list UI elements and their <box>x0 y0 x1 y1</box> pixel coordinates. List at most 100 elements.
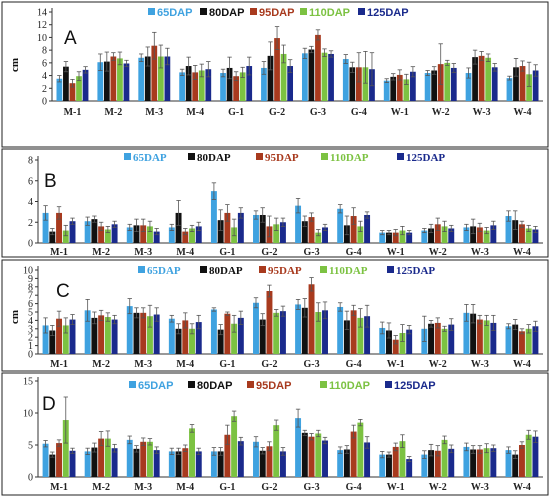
bar-M-3-125DAP <box>153 314 160 354</box>
bar-W-1-125DAP <box>410 71 416 101</box>
bar-G-4-125DAP <box>364 214 371 243</box>
x-tick-label: W-3 <box>471 482 489 493</box>
bar-G-4-110DAP <box>357 422 364 477</box>
legend-swatch <box>188 381 195 388</box>
bar-G-1-95DAP <box>233 76 239 101</box>
bar-G-2-65DAP <box>253 302 259 354</box>
y-tick-label: 8 <box>28 156 33 167</box>
bar-M-3-95DAP <box>140 312 147 354</box>
bar-W-2-125DAP <box>448 228 455 243</box>
x-tick-label: G-2 <box>261 482 277 493</box>
bar-M-4-65DAP <box>179 72 185 101</box>
x-tick-label: M-4 <box>186 107 204 118</box>
bar-M-1-125DAP <box>69 319 76 354</box>
bar-G-3-65DAP <box>295 304 302 354</box>
legend-swatch <box>138 266 145 273</box>
bar-G-2-65DAP <box>261 67 267 101</box>
y-tick-label: 1 <box>28 341 33 352</box>
bar-W-3-125DAP <box>491 67 498 101</box>
bar-G-3-95DAP <box>308 284 315 354</box>
bar-W-1-65DAP <box>383 80 390 101</box>
bar-M-2-110DAP <box>117 58 123 101</box>
legend-label: 110DAP <box>329 265 368 277</box>
bar-M-4-80DAP <box>175 212 182 243</box>
bar-W-4-65DAP <box>506 78 513 101</box>
bar-W-3-95DAP <box>476 449 483 477</box>
bar-G-2-125DAP <box>279 222 286 243</box>
bar-W-3-80DAP <box>470 226 477 243</box>
panel-letter: B <box>44 171 57 192</box>
bar-M-1-125DAP <box>69 221 76 243</box>
bar-G-4-65DAP <box>337 450 344 477</box>
legend-label: 95DAP <box>256 380 291 392</box>
x-tick-label: G-4 <box>351 107 367 118</box>
bar-G-2-110DAP <box>273 224 280 243</box>
legend-label: 65DAP <box>133 152 167 164</box>
x-tick-label: W-4 <box>513 359 531 370</box>
y-tick-label: 15 <box>23 377 33 388</box>
bar-G-1-80DAP <box>226 67 233 101</box>
bar-G-4-110DAP <box>357 226 364 243</box>
y-tick-label: 10 <box>23 409 33 420</box>
y-tick-label: 4 <box>28 316 33 327</box>
bar-M-1-95DAP <box>56 212 63 243</box>
bar-M-4-80DAP <box>175 328 182 354</box>
legend-label: 95DAP <box>265 152 299 164</box>
legend-label: 80DAP <box>197 380 232 392</box>
bar-M-1-110DAP <box>62 230 69 243</box>
x-tick-label: W-2 <box>432 107 450 118</box>
bar-W-3-80DAP <box>472 57 478 101</box>
bar-G-4-110DAP <box>357 317 364 354</box>
x-tick-label: W-1 <box>387 247 405 258</box>
bar-W-1-125DAP <box>406 232 413 243</box>
bar-W-1-95DAP <box>392 446 399 477</box>
x-tick-label: G-4 <box>346 482 362 493</box>
legend-swatch <box>124 153 131 160</box>
y-tick-label: 6 <box>42 58 47 69</box>
bar-W-1-95DAP <box>392 232 399 243</box>
bar-W-4-125DAP <box>532 436 539 477</box>
bar-W-2-125DAP <box>448 324 455 354</box>
bar-G-4-125DAP <box>364 316 371 354</box>
bar-G-3-110DAP <box>315 232 322 243</box>
bar-G-1-110DAP <box>239 72 246 101</box>
bar-M-3-110DAP <box>146 316 153 354</box>
y-axis-label: cm <box>9 310 21 324</box>
bar-G-3-110DAP <box>321 52 328 101</box>
bar-W-4-65DAP <box>505 450 512 477</box>
bar-W-3-125DAP <box>490 225 497 243</box>
bar-M-4-110DAP <box>189 328 195 354</box>
y-tick-label: 6 <box>28 299 33 310</box>
bar-M-4-80DAP <box>175 451 182 477</box>
bar-M-2-110DAP <box>104 317 111 354</box>
bar-G-2-80DAP <box>259 214 266 243</box>
legend-label: 125DAP <box>367 7 409 19</box>
y-tick-label: 0 <box>28 473 33 484</box>
bar-W-1-95DAP <box>396 74 403 101</box>
y-tick-label: 0 <box>28 350 33 361</box>
bar-M-3-65DAP <box>126 306 133 354</box>
bar-M-1-95DAP <box>56 318 63 354</box>
bar-M-2-65DAP <box>97 62 104 101</box>
bar-M-4-125DAP <box>195 322 202 354</box>
bar-G-3-125DAP <box>322 310 328 354</box>
bar-M-1-65DAP <box>56 78 63 101</box>
bar-W-2-65DAP <box>421 230 428 243</box>
bar-W-2-95DAP <box>434 224 441 243</box>
bar-M-4-110DAP <box>198 70 205 101</box>
bar-M-1-110DAP <box>76 76 82 101</box>
legend-swatch <box>250 8 257 15</box>
chart-panel-B: 0 2 4 6 8 M-1 M-2 M-3 M-4 G-1 G-2 G-3 G-4 W-1 W-2 W-3 W-… <box>1 148 549 258</box>
x-tick-label: M-1 <box>50 359 68 370</box>
bar-G-4-80DAP <box>349 67 356 101</box>
bar-G-3-80DAP <box>308 49 315 101</box>
bar-M-3-125DAP <box>164 56 171 101</box>
bar-M-2-125DAP <box>123 63 130 101</box>
bar-M-2-80DAP <box>91 317 98 354</box>
legend-label: 125DAP <box>396 265 435 277</box>
bar-M-3-110DAP <box>146 226 153 243</box>
y-tick-label: 5 <box>28 441 33 452</box>
x-tick-label: M-1 <box>50 247 68 258</box>
bar-W-2-65DAP <box>421 454 428 477</box>
